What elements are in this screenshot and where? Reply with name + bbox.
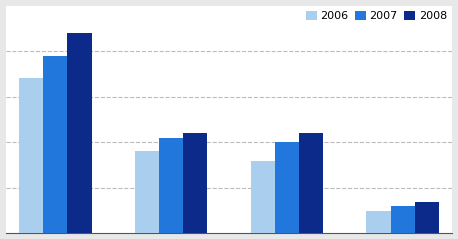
Bar <box>159 138 183 234</box>
Bar <box>251 161 275 234</box>
Bar <box>183 133 207 234</box>
Legend: 2006, 2007, 2008: 2006, 2007, 2008 <box>301 7 451 26</box>
Bar <box>67 33 92 234</box>
Bar <box>299 133 323 234</box>
Bar <box>415 201 439 234</box>
Bar <box>43 56 67 234</box>
Bar <box>135 151 159 234</box>
Bar <box>275 142 299 234</box>
Bar <box>366 211 391 234</box>
Bar <box>19 78 43 234</box>
Bar <box>391 206 415 234</box>
